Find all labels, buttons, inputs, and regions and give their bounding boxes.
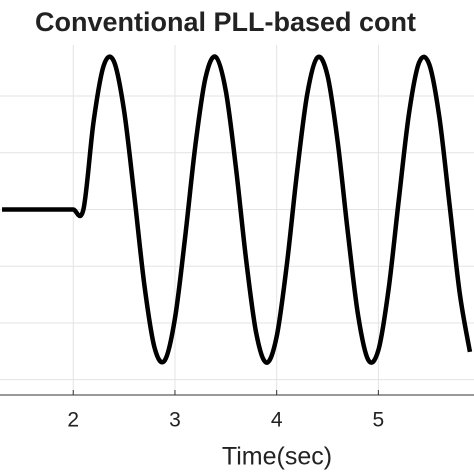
x-tick-label: 2 <box>67 409 79 432</box>
x-tick-label: 3 <box>169 409 181 432</box>
x-tick-label: 4 <box>271 409 283 432</box>
data-line <box>2 54 473 365</box>
x-axis-label: Time(sec) <box>222 443 332 471</box>
chart-title: Conventional PLL-based cont <box>35 7 416 37</box>
x-tick-label: 5 <box>373 409 385 432</box>
